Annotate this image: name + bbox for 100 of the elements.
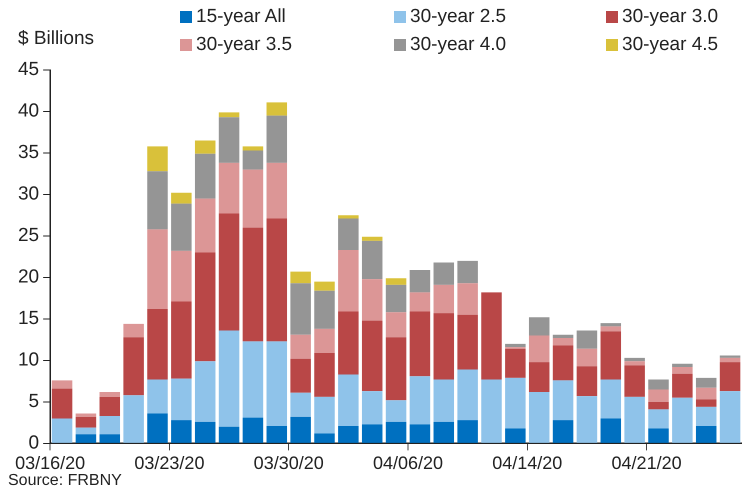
bar: [696, 399, 716, 407]
bar: [696, 426, 716, 443]
bar: [194, 422, 216, 443]
bar: [696, 388, 716, 400]
bar: [624, 365, 645, 397]
bar: [171, 204, 192, 251]
bar: [76, 414, 96, 417]
bar: [410, 311, 430, 376]
bar: [648, 428, 669, 443]
x-tick-label: 04/14/20: [492, 453, 562, 474]
bar: [242, 146, 264, 150]
bar: [434, 422, 454, 443]
bar: [576, 366, 598, 396]
bar: [218, 426, 240, 443]
bar: [314, 328, 335, 353]
bar: [600, 418, 622, 443]
bar: [266, 218, 288, 342]
bar: [457, 370, 478, 420]
bar: [386, 337, 406, 400]
bar: [194, 198, 216, 253]
y-tick-label: 40: [18, 100, 40, 122]
bar: [648, 402, 669, 410]
bar: [52, 388, 72, 419]
bar: [338, 374, 359, 426]
y-tick-label: 10: [18, 350, 40, 371]
bar: [672, 374, 693, 398]
bar: [696, 378, 716, 388]
bar: [266, 426, 288, 443]
bar: [338, 426, 359, 443]
bar: [386, 278, 406, 285]
bar: [720, 358, 740, 362]
bar: [242, 150, 264, 170]
bar: [576, 330, 598, 349]
bar: [171, 250, 192, 302]
bar: [194, 154, 216, 199]
bar: [386, 312, 406, 338]
bar: [290, 283, 311, 335]
bar: [218, 112, 240, 118]
bar: [52, 418, 72, 443]
bar: [552, 334, 574, 338]
bar: [457, 260, 478, 284]
bar: [648, 380, 669, 390]
bar: [147, 146, 168, 172]
bar: [100, 416, 120, 434]
bar: [338, 215, 359, 219]
bar: [242, 341, 264, 418]
y-tick-label: 30: [18, 184, 40, 205]
bar: [696, 406, 716, 426]
bar: [76, 434, 96, 443]
bar: [600, 326, 622, 332]
bar: [434, 262, 454, 285]
bar: [457, 314, 478, 370]
bar: [362, 279, 382, 321]
bar: [290, 392, 311, 417]
bar: [147, 171, 168, 230]
bar: [266, 102, 288, 116]
legend-label: 30-year 4.0: [410, 34, 506, 56]
bar: [552, 345, 574, 380]
bar: [624, 396, 645, 443]
bar: [290, 334, 311, 359]
bar: [362, 236, 382, 241]
bar: [290, 358, 311, 393]
bar: [242, 170, 264, 228]
bar: [338, 250, 359, 312]
bar: [266, 162, 288, 219]
bar: [720, 355, 740, 358]
y-tick-label: 15: [18, 308, 40, 330]
bar: [528, 392, 550, 443]
bar: [290, 416, 311, 443]
legend-label: 30-year 2.5: [410, 6, 506, 28]
bar: [171, 192, 192, 204]
x-tick-label: 04/06/20: [372, 453, 444, 474]
bar: [410, 376, 430, 424]
bar: [314, 290, 335, 329]
bar: [100, 434, 120, 443]
y-tick-label: 5: [28, 391, 40, 412]
bar: [410, 270, 430, 292]
bar: [194, 140, 216, 154]
bar: [648, 409, 669, 428]
bar: [434, 313, 454, 380]
bar: [600, 331, 622, 380]
bar: [410, 424, 430, 443]
bar: [266, 341, 288, 426]
bar: [314, 282, 335, 291]
y-tick-label: 25: [18, 225, 40, 246]
y-tick-label: 0: [28, 432, 40, 454]
bar: [76, 416, 96, 428]
bar: [171, 378, 192, 420]
x-tick-label: 03/16/20: [15, 453, 86, 474]
y-tick-label: 45: [18, 59, 40, 80]
bar: [52, 380, 72, 389]
bar: [624, 358, 645, 362]
bar: [362, 240, 382, 280]
y-tick-label: 20: [18, 266, 40, 288]
bar: [314, 433, 335, 443]
bar: [123, 395, 144, 443]
bar: [648, 389, 669, 402]
source-note: Source: FRBNY: [8, 472, 122, 490]
bar: [386, 400, 406, 422]
bar: [386, 284, 406, 312]
